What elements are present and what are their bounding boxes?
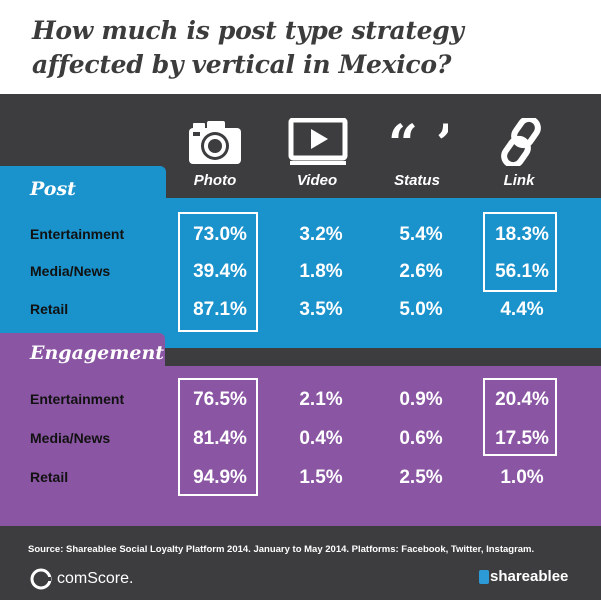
quote-icon: “ ” [388,118,448,166]
post-value-cell: 5.4% [399,224,443,245]
post-section-label: Post [30,178,76,200]
post-row-label: Media/News [30,263,111,279]
post-value-cell: 39.4% [193,261,247,282]
engagement-section-band [0,366,601,526]
camera-icon [189,121,241,164]
post-section-band [0,198,601,348]
comscore-logo: comScore. [57,570,134,587]
chain-link-icon [501,118,541,166]
chart-title: How much is post type strategy affected … [32,16,464,79]
engagement-value-cell: 2.5% [399,467,443,488]
svg-text:“ ”: “ ” [388,118,448,166]
engagement-value-cell: 0.4% [299,428,343,449]
engagement-section-label: Engagement [30,342,165,364]
engagement-value-cell: 2.1% [299,389,343,410]
post-value-cell: 4.4% [500,299,544,320]
engagement-value-cell: 76.5% [193,389,247,410]
post-row-label: Entertainment [30,226,125,242]
engagement-value-cell: 0.9% [399,389,443,410]
post-row-label: Retail [30,301,69,317]
engagement-value-cell: 81.4% [193,428,247,449]
post-value-cell: 18.3% [495,224,549,245]
post-value-cell: 3.5% [299,299,343,320]
engagement-value-cell: 1.5% [299,467,343,488]
comscore-logo-icon [30,568,52,590]
shareablee-logo-icon [479,570,489,584]
column-header-link: Link [503,172,535,189]
column-header-status: Status [394,172,440,189]
video-player-icon [288,118,348,165]
engagement-value-cell: 20.4% [495,389,549,410]
post-value-cell: 56.1% [495,261,549,282]
source-note: Source: Shareablee Social Loyalty Platfo… [28,544,535,555]
post-value-cell: 3.2% [299,224,343,245]
post-value-cell: 5.0% [399,299,443,320]
engagement-link-highlight [483,378,557,456]
post-photo-highlight [178,212,258,332]
engagement-value-cell: 17.5% [495,428,549,449]
engagement-value-cell: 1.0% [500,467,544,488]
engagement-row-label: Retail [30,469,69,485]
engagement-photo-highlight [178,378,258,496]
post-section-tab [0,166,166,206]
column-header-photo: Photo [193,172,237,189]
engagement-row-label: Entertainment [30,391,125,407]
post-value-cell: 1.8% [299,261,343,282]
post-value-cell: 2.6% [399,261,443,282]
shareablee-logo: shareablee [490,568,569,585]
engagement-row-label: Media/News [30,430,111,446]
post-value-cell: 87.1% [193,299,247,320]
post-link-highlight [483,212,557,292]
column-header-video: Video [296,172,338,189]
engagement-section-tab [0,333,165,373]
post-value-cell: 73.0% [193,224,247,245]
engagement-value-cell: 0.6% [399,428,443,449]
engagement-value-cell: 94.9% [193,467,247,488]
